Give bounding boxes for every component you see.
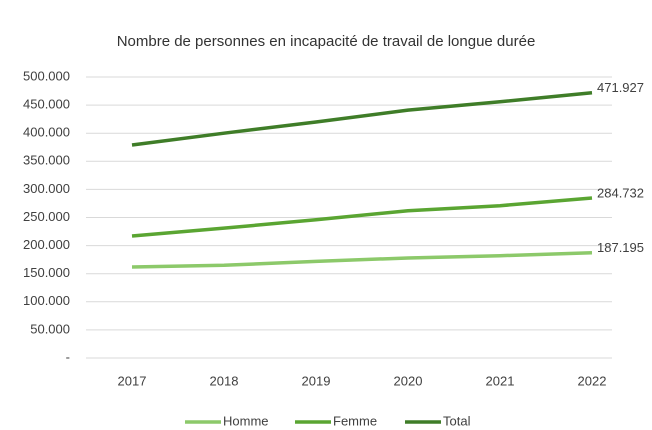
y-tick-label: 350.000 bbox=[23, 153, 70, 168]
chart-title: Nombre de personnes en incapacité de tra… bbox=[117, 33, 536, 50]
x-tick-label: 2018 bbox=[210, 373, 239, 388]
legend-label: Femme bbox=[333, 413, 377, 428]
legend-label: Homme bbox=[223, 413, 269, 428]
x-tick-label: 2021 bbox=[486, 373, 515, 388]
x-tick-label: 2022 bbox=[578, 373, 607, 388]
x-tick-label: 2017 bbox=[118, 373, 147, 388]
series-line bbox=[131, 251, 593, 269]
data-label: 187.195 bbox=[597, 240, 644, 255]
y-tick-label: 450.000 bbox=[23, 97, 70, 112]
y-tick-label: 250.000 bbox=[23, 209, 70, 224]
x-tick-label: 2019 bbox=[302, 373, 331, 388]
y-tick-label: - bbox=[66, 349, 70, 364]
y-tick-label: 100.000 bbox=[23, 293, 70, 308]
data-label: 471.927 bbox=[597, 80, 644, 95]
series-line bbox=[131, 196, 593, 238]
x-tick-label: 2020 bbox=[394, 373, 423, 388]
y-tick-label: 150.000 bbox=[23, 265, 70, 280]
y-tick-label: 500.000 bbox=[23, 68, 70, 83]
y-tick-label: 200.000 bbox=[23, 237, 70, 252]
y-tick-label: 400.000 bbox=[23, 125, 70, 140]
series-line bbox=[131, 91, 593, 147]
y-tick-label: 300.000 bbox=[23, 181, 70, 196]
legend-label: Total bbox=[443, 413, 471, 428]
y-tick-label: 50.000 bbox=[30, 321, 70, 336]
data-label: 284.732 bbox=[597, 185, 644, 200]
